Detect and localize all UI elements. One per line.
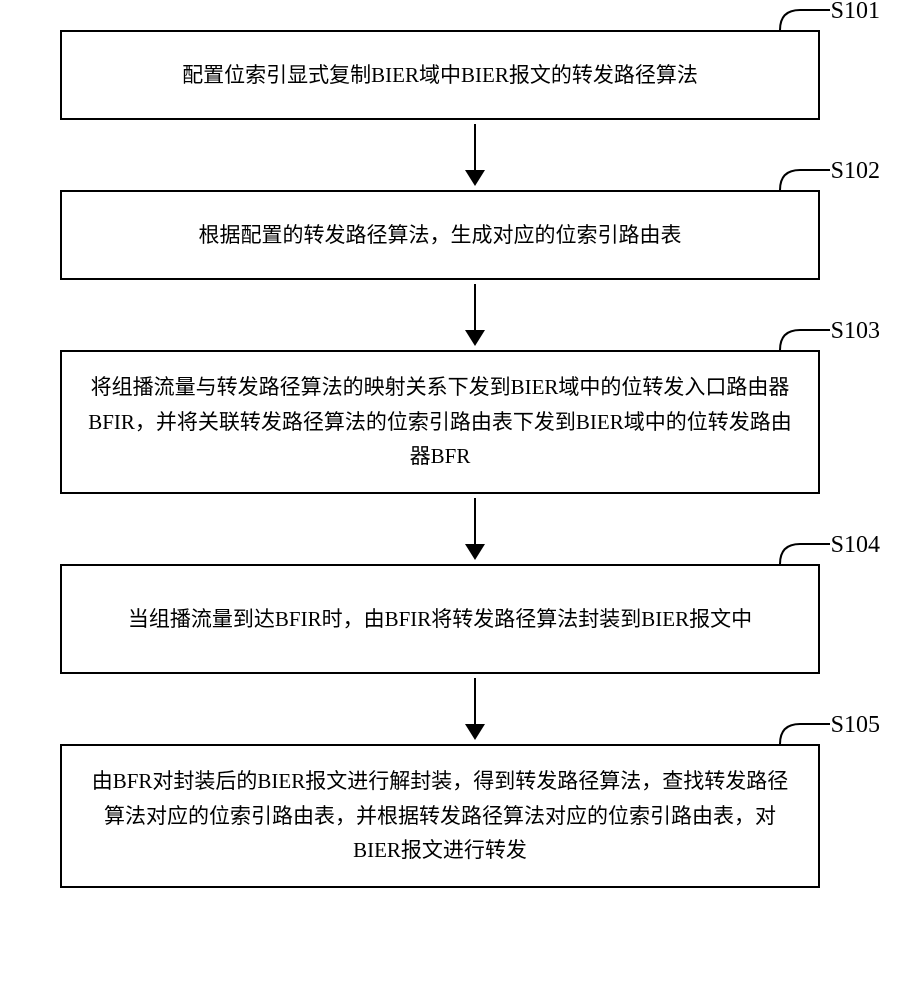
flow-arrow	[95, 124, 855, 186]
arrow-head-icon	[465, 724, 485, 740]
flowchart-container: 配置位索引显式复制BIER域中BIER报文的转发路径算法S101 根据配置的转发路…	[20, 30, 890, 888]
label-connector	[780, 168, 830, 190]
step-label: S104	[831, 532, 880, 559]
arrow-head-icon	[465, 330, 485, 346]
flowchart-node: 配置位索引显式复制BIER域中BIER报文的转发路径算法	[60, 30, 820, 120]
flow-arrow	[95, 678, 855, 740]
arrow-head-icon	[465, 544, 485, 560]
arrow-line	[474, 124, 476, 170]
flow-arrow	[95, 498, 855, 560]
label-connector	[780, 328, 830, 350]
node-wrapper: 将组播流量与转发路径算法的映射关系下发到BIER域中的位转发入口路由器BFIR，…	[20, 350, 890, 494]
node-wrapper: 由BFR对封装后的BIER报文进行解封装，得到转发路径算法，查找转发路径算法对应…	[20, 744, 890, 888]
arrow-line	[474, 498, 476, 544]
arrow-head-icon	[465, 170, 485, 186]
flow-arrow	[95, 284, 855, 346]
label-connector	[780, 722, 830, 744]
node-wrapper: 配置位索引显式复制BIER域中BIER报文的转发路径算法S101	[20, 30, 890, 120]
arrow-line	[474, 284, 476, 330]
step-label: S103	[831, 318, 880, 345]
arrow-line	[474, 678, 476, 724]
step-label: S102	[831, 158, 880, 185]
step-label: S105	[831, 712, 880, 739]
label-connector	[780, 8, 830, 30]
flowchart-node: 将组播流量与转发路径算法的映射关系下发到BIER域中的位转发入口路由器BFIR，…	[60, 350, 820, 494]
step-label: S101	[831, 0, 880, 25]
node-wrapper: 当组播流量到达BFIR时，由BFIR将转发路径算法封装到BIER报文中S104	[20, 564, 890, 674]
flowchart-node: 当组播流量到达BFIR时，由BFIR将转发路径算法封装到BIER报文中	[60, 564, 820, 674]
flowchart-node: 根据配置的转发路径算法，生成对应的位索引路由表	[60, 190, 820, 280]
node-wrapper: 根据配置的转发路径算法，生成对应的位索引路由表S102	[20, 190, 890, 280]
label-connector	[780, 542, 830, 564]
flowchart-node: 由BFR对封装后的BIER报文进行解封装，得到转发路径算法，查找转发路径算法对应…	[60, 744, 820, 888]
